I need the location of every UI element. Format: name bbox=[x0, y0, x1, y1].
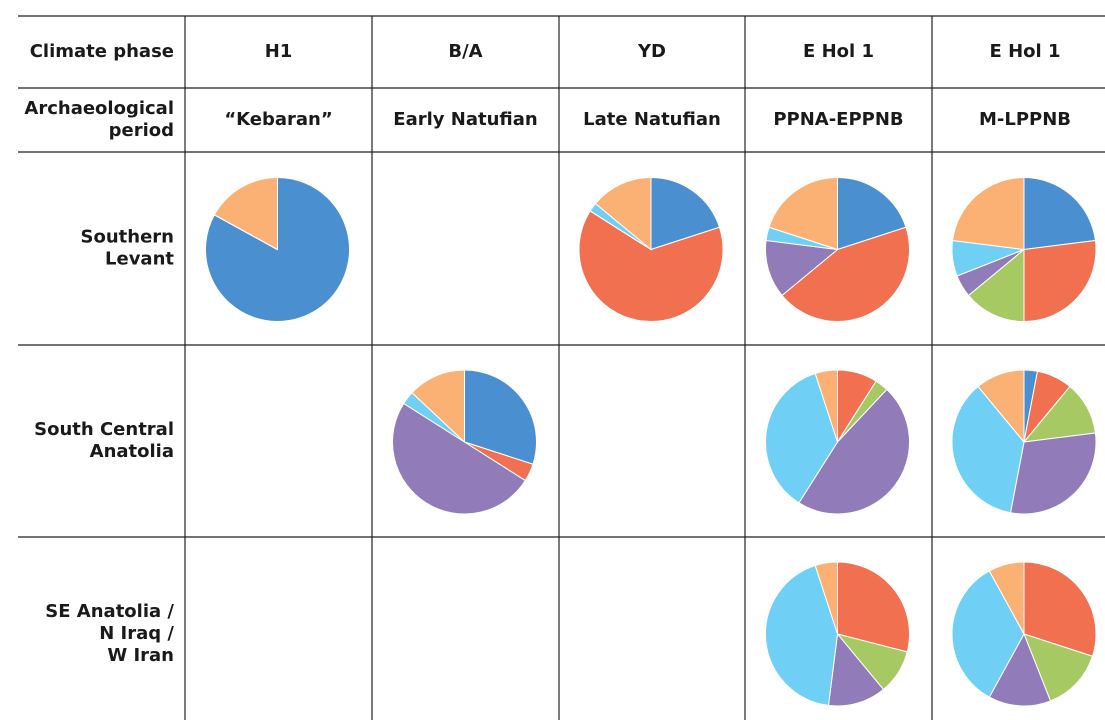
phase: B/A bbox=[448, 41, 482, 62]
pie-slice bbox=[977, 369, 1025, 444]
pie-slice bbox=[837, 561, 910, 653]
pie-slice bbox=[392, 402, 526, 515]
period: Early Natufian bbox=[393, 109, 537, 130]
pie-slice bbox=[765, 564, 839, 706]
pie-slice bbox=[814, 561, 838, 635]
pie-slice bbox=[1023, 561, 1097, 657]
phase: E Hol 1 bbox=[803, 41, 874, 62]
pie-slice bbox=[798, 388, 910, 515]
pie-slice bbox=[837, 176, 907, 251]
pie-slice bbox=[768, 176, 838, 251]
phase: YD bbox=[637, 41, 666, 62]
header-label: Climate phase bbox=[30, 41, 174, 62]
region: N Iraq / bbox=[99, 623, 174, 644]
pie-slice bbox=[967, 248, 1025, 323]
pie-slice bbox=[952, 176, 1025, 251]
region: Levant bbox=[105, 249, 174, 270]
period-label: period bbox=[109, 120, 174, 141]
pie-slice bbox=[578, 210, 724, 322]
pie-slice bbox=[1009, 432, 1097, 515]
pie-slice bbox=[988, 632, 1052, 707]
pie-slice bbox=[650, 176, 721, 251]
pie-slice bbox=[1023, 176, 1096, 251]
phase: E Hol 1 bbox=[990, 41, 1061, 62]
region: SE Anatolia / bbox=[45, 601, 174, 622]
pie-slice bbox=[988, 561, 1025, 635]
pie-slice bbox=[594, 176, 652, 251]
phase: H1 bbox=[265, 41, 293, 62]
region: Anatolia bbox=[90, 441, 174, 462]
pie-slice bbox=[1023, 239, 1097, 323]
region: W Iran bbox=[107, 645, 174, 666]
pie-slice bbox=[951, 570, 1025, 698]
period: “Kebaran” bbox=[224, 109, 332, 130]
region: South Central bbox=[34, 419, 174, 440]
pie-slice bbox=[765, 239, 839, 297]
period: M-LPPNB bbox=[979, 109, 1071, 130]
period: PPNA-EPPNB bbox=[773, 109, 903, 130]
period: Late Natufian bbox=[583, 109, 721, 130]
pie-slice bbox=[411, 369, 465, 444]
pie-slice bbox=[213, 176, 278, 251]
pie-slice bbox=[464, 369, 537, 465]
pie-slice bbox=[1023, 633, 1094, 702]
pie-slice bbox=[951, 385, 1025, 514]
pie-slice bbox=[814, 369, 838, 443]
region: Southern bbox=[81, 227, 174, 248]
period-label: Archaeological bbox=[24, 98, 174, 119]
pie-slice bbox=[205, 176, 350, 322]
pie-slice bbox=[827, 632, 885, 707]
pie-slice bbox=[781, 226, 910, 322]
pie-slice bbox=[765, 372, 839, 504]
